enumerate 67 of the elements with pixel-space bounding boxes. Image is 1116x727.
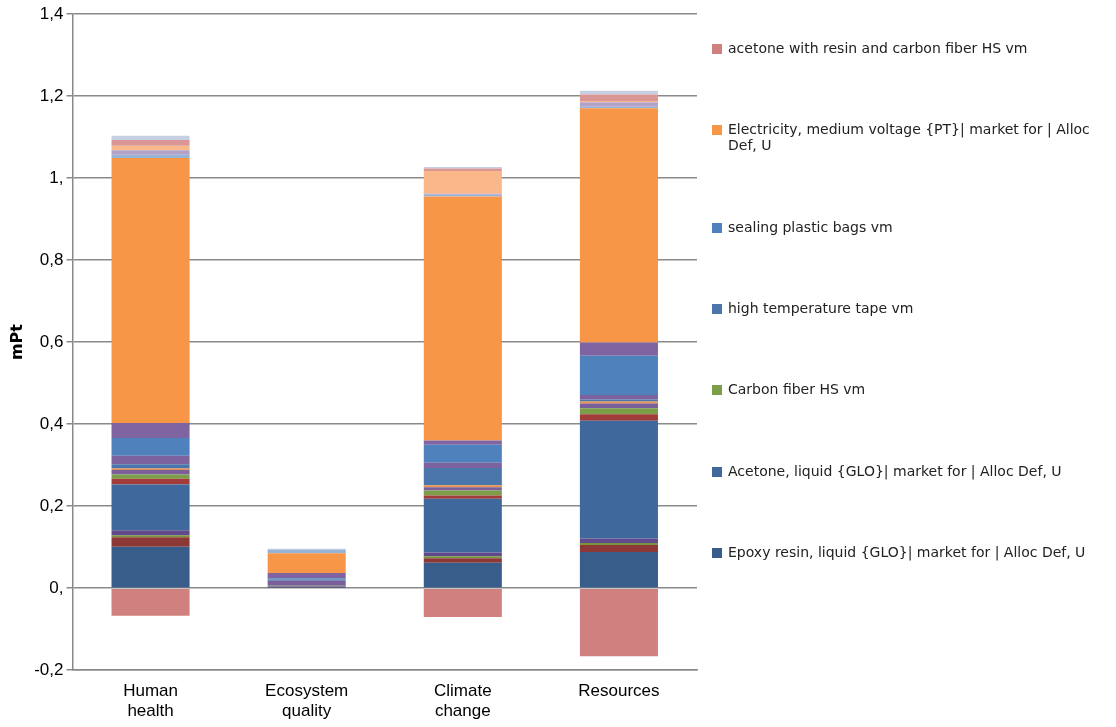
bar [579, 108, 658, 343]
bar [111, 422, 190, 439]
bar [111, 474, 190, 479]
x-tick-label: Climate change [434, 681, 492, 721]
legend-label: Carbon fiber HS vm [728, 381, 866, 398]
y-tick-label: 0,8 [39, 249, 64, 269]
bar [267, 553, 346, 573]
legend-label: Acetone, liquid {GLO}| market for | Alloc Def, U [728, 462, 1062, 479]
bar [111, 484, 190, 531]
legend-label: Electricity, medium voltage {PT}| market for | Alloc Def, U [728, 121, 1091, 154]
bar [579, 414, 658, 421]
bar [111, 438, 190, 456]
bar [579, 543, 658, 546]
bar [423, 462, 502, 469]
y-tick-label: 0,6 [39, 331, 64, 351]
legend-label: high temperature tape vm [728, 299, 914, 316]
bar [267, 580, 346, 586]
bar [423, 468, 502, 486]
bar [111, 588, 190, 616]
bar [579, 102, 658, 107]
y-tick-label: 1,4 [39, 3, 64, 23]
bar [579, 588, 658, 657]
y-tick-label: 1, [49, 167, 64, 187]
bar [111, 154, 190, 158]
bar [579, 552, 658, 588]
bar [423, 440, 502, 445]
legend-label: sealing plastic bags vm [728, 218, 893, 235]
bar [423, 196, 502, 441]
bar [423, 552, 502, 557]
legend-label: acetone with resin and carbon fiber HS vm [728, 40, 1028, 56]
bar [423, 498, 502, 553]
x-tick-label: Resources [578, 681, 660, 701]
bar [111, 150, 190, 155]
bar [111, 470, 190, 475]
bar [579, 355, 658, 396]
bar [111, 546, 190, 588]
bar [111, 464, 190, 469]
y-tick-label: 0,2 [39, 495, 64, 515]
bar [423, 588, 502, 617]
bar [111, 455, 190, 465]
bar [423, 444, 502, 463]
bar [423, 558, 502, 563]
bar [579, 342, 658, 356]
y-tick-label: 0,4 [39, 413, 64, 433]
bar [267, 573, 346, 579]
bar [111, 157, 190, 423]
bar [111, 537, 190, 547]
y-axis-title: mPt [6, 323, 26, 361]
x-tick-label: Human health [123, 681, 178, 721]
y-tick-label: 1,2 [39, 85, 64, 105]
y-tick-label: -0,2 [34, 659, 64, 679]
bar [579, 408, 658, 415]
bar [111, 535, 190, 538]
bar [579, 545, 658, 553]
bar [579, 420, 658, 539]
bar [423, 562, 502, 588]
x-tick-label: Ecosystem quality [265, 681, 349, 721]
bar [423, 556, 502, 559]
bar [579, 395, 658, 400]
bar [423, 171, 502, 194]
bar [423, 495, 502, 499]
bar [579, 94, 658, 101]
bar [111, 530, 190, 536]
bar [111, 139, 190, 146]
y-tick-label: 0, [49, 577, 64, 597]
bar [111, 135, 190, 140]
legend-label: Epoxy resin, liquid {GLO}| market for | Alloc Def, U [728, 543, 1086, 560]
